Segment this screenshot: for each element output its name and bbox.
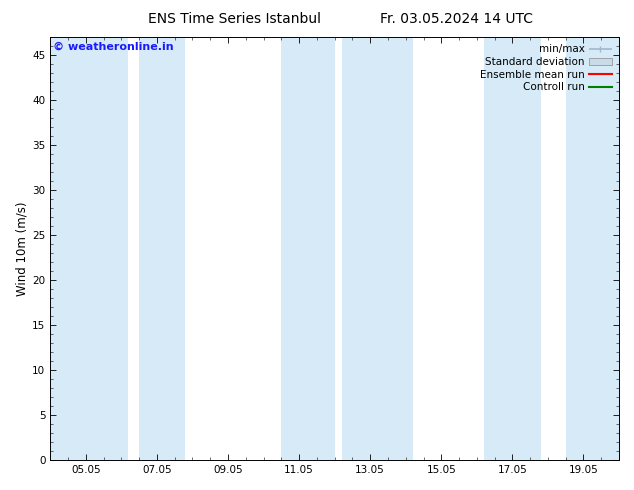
Y-axis label: Wind 10m (m/s): Wind 10m (m/s) xyxy=(15,201,28,296)
Legend: min/max, Standard deviation, Ensemble mean run, Controll run: min/max, Standard deviation, Ensemble me… xyxy=(478,42,614,94)
Bar xyxy=(484,37,541,460)
Bar xyxy=(566,37,619,460)
Text: © weatheronline.in: © weatheronline.in xyxy=(53,41,174,51)
Bar xyxy=(281,37,335,460)
Bar xyxy=(139,37,185,460)
Bar xyxy=(50,37,129,460)
Bar xyxy=(342,37,413,460)
Text: Fr. 03.05.2024 14 UTC: Fr. 03.05.2024 14 UTC xyxy=(380,12,533,26)
Text: ENS Time Series Istanbul: ENS Time Series Istanbul xyxy=(148,12,321,26)
